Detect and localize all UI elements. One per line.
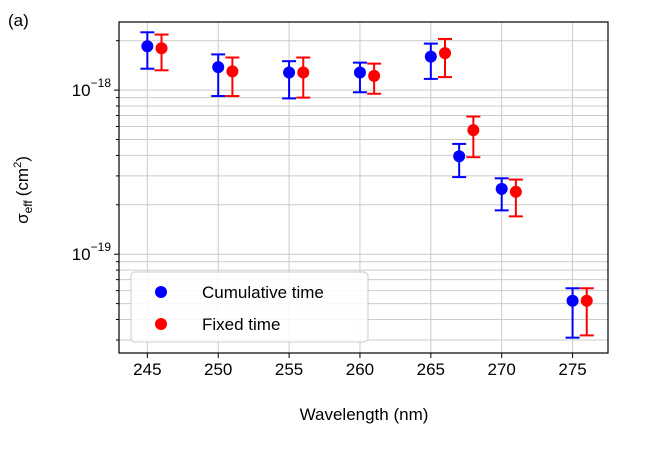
data-point bbox=[580, 294, 593, 307]
series-cumulative-time bbox=[140, 31, 580, 339]
legend-marker-cumulative-time bbox=[155, 286, 167, 298]
data-point bbox=[453, 150, 466, 163]
legend-label-fixed-time: Fixed time bbox=[202, 315, 280, 334]
x-tick-label: 250 bbox=[204, 360, 232, 379]
data-point bbox=[509, 185, 522, 198]
y-tick-label-exponent: −19 bbox=[91, 240, 112, 254]
data-point bbox=[424, 50, 437, 63]
x-tick-label: 265 bbox=[417, 360, 445, 379]
x-tick-label: 255 bbox=[275, 360, 303, 379]
data-point bbox=[566, 294, 579, 307]
x-tick-label: 275 bbox=[558, 360, 586, 379]
data-point bbox=[439, 47, 451, 60]
y-axis-label-subscript: eff bbox=[21, 200, 35, 214]
data-point bbox=[283, 66, 296, 79]
y-tick-label: 10−18 bbox=[72, 76, 112, 100]
data-point bbox=[212, 61, 225, 74]
data-point bbox=[353, 66, 366, 79]
y-axis-label-symbol: σ bbox=[13, 213, 32, 224]
y-tick-label: 10−19 bbox=[72, 240, 112, 264]
x-tick-label: 270 bbox=[488, 360, 516, 379]
data-point bbox=[297, 66, 310, 79]
data-point bbox=[368, 69, 381, 82]
y-tick-label-base: 10 bbox=[72, 81, 91, 100]
x-tick-label: 245 bbox=[133, 360, 161, 379]
y-axis-label-unit: (cm bbox=[13, 168, 32, 196]
data-point bbox=[495, 182, 508, 195]
plot-frame bbox=[118, 21, 609, 354]
data-point bbox=[467, 124, 480, 137]
legend: Cumulative time Fixed time bbox=[130, 271, 369, 343]
x-tick-label: 260 bbox=[346, 360, 374, 379]
panel-label: (a) bbox=[8, 11, 29, 30]
data-point bbox=[141, 40, 154, 53]
legend-marker-fixed-time bbox=[155, 318, 167, 330]
legend-box bbox=[130, 271, 369, 343]
y-tick-label-exponent: −18 bbox=[91, 76, 112, 90]
series-fixed-time bbox=[154, 33, 594, 337]
y-tick-label-base: 10 bbox=[72, 245, 91, 264]
x-axis-label: Wavelength (nm) bbox=[300, 405, 429, 424]
data-point bbox=[226, 65, 239, 78]
legend-label-cumulative-time: Cumulative time bbox=[202, 283, 324, 302]
y-axis-label-unit-sup: 2 bbox=[12, 162, 24, 168]
series-layer bbox=[140, 31, 594, 339]
data-point bbox=[155, 42, 168, 55]
y-axis-label-unit-close: ) bbox=[13, 156, 32, 162]
y-axis-label: σeff (cm2) bbox=[12, 156, 35, 224]
